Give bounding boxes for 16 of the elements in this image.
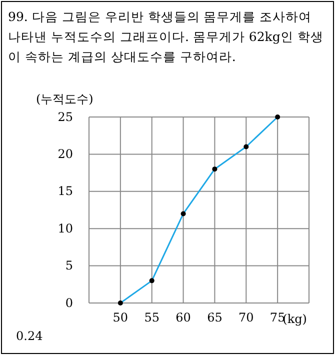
x-tick-label: 55 <box>144 310 160 325</box>
y-tick-label: 10 <box>58 221 73 236</box>
chart-title: 99. 다음 그림은 우리반 학생들의 몸무게를 조사하여 나타낸 누적도수의 그래프이다. 몸무게가 62kg인 학생이 속하는 계급의 상대도수를 구하여라. <box>8 8 324 66</box>
x-tick-label: 60 <box>176 310 191 325</box>
x-tick-label: 65 <box>207 310 222 325</box>
x-axis-title: (kg) <box>282 312 307 326</box>
x-tick-label: 50 <box>112 310 128 325</box>
x-tick-label: 70 <box>238 310 254 325</box>
y-tick-label: 15 <box>58 184 73 198</box>
y-tick-label: 5 <box>65 258 73 273</box>
y-axis-title: (누적도수) <box>36 92 94 106</box>
y-tick-label: 25 <box>58 110 73 124</box>
text: 0.24 <box>16 329 44 343</box>
y-tick-label: 0 <box>65 296 73 310</box>
x-tick-label: 75 <box>270 310 286 325</box>
y-tick-label: 20 <box>58 147 73 162</box>
